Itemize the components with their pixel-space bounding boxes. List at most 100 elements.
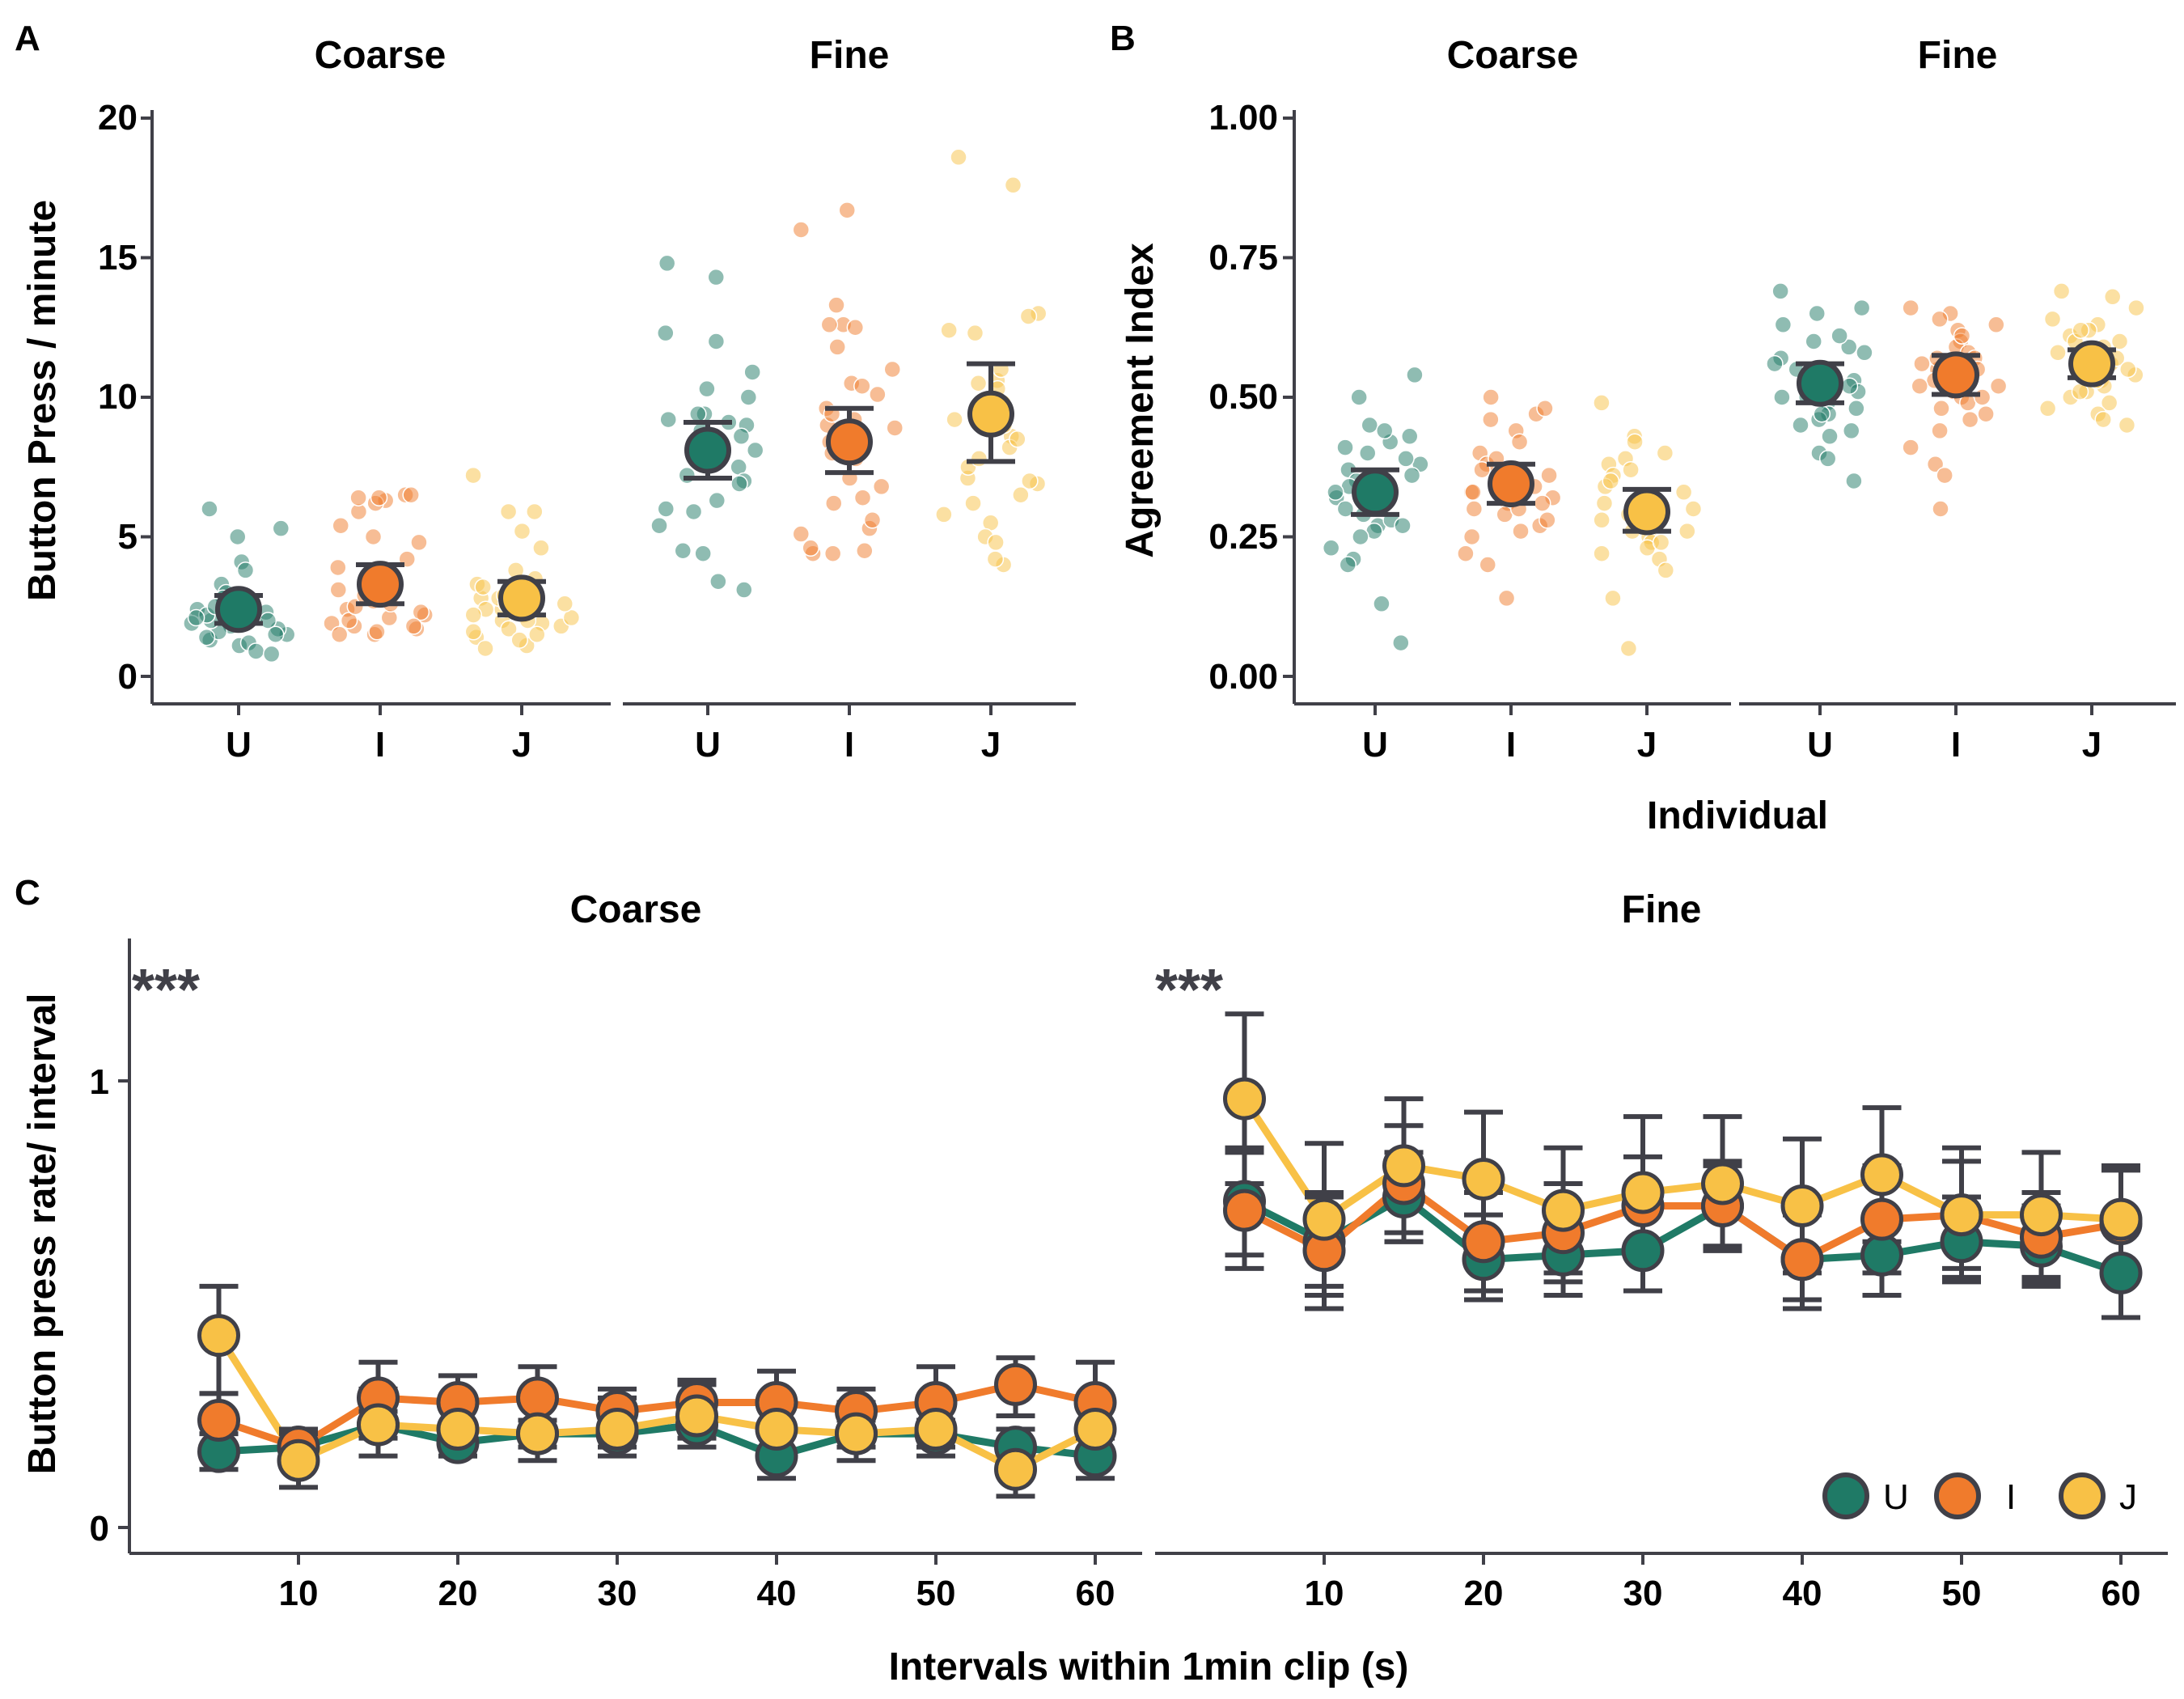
panel-c-y-tick-labels: 0 1 — [90, 1062, 109, 1549]
panel-b-x-tick-coarse-i: I — [1506, 725, 1516, 765]
panel-a-facet-fine: Fine — [810, 34, 890, 77]
data-point-fine-u — [732, 427, 751, 446]
panel-c-letter: C — [15, 873, 40, 913]
data-point-fine-u — [1856, 344, 1873, 362]
panel-a-x-tick-coarse-u: U — [226, 725, 252, 765]
data-point-coarse-j — [562, 608, 581, 627]
data-point-coarse-i — [1457, 544, 1475, 562]
data-point-fine-j — [2103, 288, 2122, 306]
data-point-fine-u — [1848, 400, 1865, 417]
data-point-fine-u — [707, 333, 726, 350]
data-point-coarse-j — [277, 1438, 320, 1482]
data-point-coarse-j — [1595, 494, 1614, 512]
data-point-coarse-j — [1619, 639, 1638, 658]
data-point-fine-u — [1766, 354, 1784, 373]
data-point-fine-u — [698, 379, 716, 398]
data-point-fine-u — [1821, 427, 1839, 446]
data-point-fine-j — [1021, 472, 1039, 490]
data-point-coarse-u — [266, 625, 285, 643]
data-point-fine-i — [1973, 388, 1991, 406]
data-point-coarse-j — [474, 578, 492, 596]
panel-a-y-tick-5: 5 — [118, 517, 138, 557]
data-point-coarse-i — [1497, 589, 1516, 608]
panel-a-y-tick-15: 15 — [98, 238, 138, 278]
data-point-coarse-j — [1593, 394, 1610, 412]
data-point-coarse-i — [1473, 460, 1491, 479]
panel-b-plot — [1283, 110, 2176, 715]
data-point-coarse-j — [516, 1412, 559, 1455]
data-point-coarse-u — [1339, 556, 1357, 574]
data-point-fine-u — [1831, 327, 1848, 345]
data-point-coarse-j — [528, 625, 546, 643]
data-point-fine-u — [657, 500, 675, 518]
panel-c-fine-significance: *** — [1155, 958, 1223, 1023]
data-point-fine-j — [2052, 282, 2071, 300]
panel-b-x-tick-labels: U I J U I J — [1362, 725, 2101, 765]
data-point-fine-i — [1989, 377, 2008, 395]
panel-c-x-tick-fine-30: 30 — [1623, 1574, 1663, 1613]
data-point-coarse-u — [1358, 444, 1377, 462]
data-point-coarse-j — [1604, 589, 1622, 608]
data-point-fine-j — [1780, 1184, 1824, 1228]
data-point-fine-u — [1621, 1229, 1665, 1273]
data-point-fine-i — [1953, 327, 1971, 345]
data-point-fine-j — [964, 494, 982, 512]
data-point-coarse-j — [1657, 561, 1675, 579]
panel-c-x-tick-fine-50: 50 — [1942, 1574, 1982, 1613]
data-point-fine-u — [709, 572, 727, 591]
data-point-coarse-i — [412, 603, 430, 621]
data-point-coarse-j — [675, 1394, 718, 1438]
data-point-fine-j — [2100, 394, 2118, 412]
data-point-fine-j — [970, 450, 988, 468]
data-point-fine-u — [743, 363, 761, 381]
data-point-coarse-i — [1462, 527, 1481, 546]
data-point-fine-j — [1462, 1157, 1505, 1201]
data-point-coarse-j — [500, 620, 518, 638]
data-point-coarse-u — [262, 645, 281, 663]
data-point-fine-u — [1808, 304, 1826, 323]
data-point-fine-i — [838, 201, 856, 219]
data-point-fine-i — [1911, 377, 1929, 395]
panel-a-x-tick-labels: U I J U I J — [226, 725, 1001, 765]
data-point-coarse-u — [1397, 450, 1415, 468]
data-point-coarse-i — [1533, 494, 1551, 512]
panel-c-plot — [118, 938, 2168, 1565]
mean-point-coarse-u — [1352, 468, 1399, 516]
data-point-coarse-j — [1674, 483, 1693, 502]
panel-b-facet-fine: Fine — [1918, 34, 1998, 77]
data-point-coarse-i — [402, 486, 420, 504]
panel-a-y-axis-title: Button Press / minute — [21, 200, 64, 601]
data-point-coarse-i — [1479, 556, 1497, 574]
data-point-fine-j — [1004, 176, 1022, 194]
data-point-coarse-j — [476, 639, 494, 658]
data-point-coarse-j — [1678, 522, 1696, 540]
data-point-fine-u — [658, 254, 676, 273]
data-point-fine-j — [1019, 307, 1038, 325]
panel-b-x-tick-fine-i: I — [1951, 725, 1961, 765]
data-point-fine-j — [2119, 360, 2137, 379]
data-point-coarse-i — [410, 533, 428, 552]
panel-a-letter: A — [15, 19, 40, 58]
data-point-fine-u — [684, 502, 703, 521]
panel-b-y-tick-labels: 0.00 0.25 0.50 0.75 1.00 — [1208, 98, 1278, 697]
data-point-coarse-j — [526, 502, 544, 521]
data-point-fine-u — [657, 324, 675, 342]
data-point-coarse-j — [1622, 460, 1640, 479]
mean-point-fine-j — [967, 390, 1014, 438]
data-point-fine-u — [1805, 333, 1822, 350]
data-point-fine-i — [1932, 400, 1950, 417]
data-point-fine-j — [950, 148, 967, 167]
data-point-fine-u — [746, 441, 764, 460]
data-point-coarse-i — [1512, 522, 1530, 540]
data-point-fine-u — [674, 542, 692, 560]
panel-b: B Coarse Fine Agreement Index 0.00 0.25 … — [1110, 19, 2176, 837]
data-point-fine-j — [2038, 400, 2057, 417]
panel-b-x-axis-title: Individual — [1647, 794, 1828, 837]
data-point-fine-u — [678, 466, 696, 485]
panel-a-plot — [141, 110, 1076, 715]
panel-b-x-tick-fine-j: J — [2082, 725, 2101, 765]
data-point-coarse-j — [1073, 1408, 1117, 1451]
data-point-coarse-u — [272, 519, 290, 537]
data-point-coarse-j — [1593, 511, 1610, 529]
